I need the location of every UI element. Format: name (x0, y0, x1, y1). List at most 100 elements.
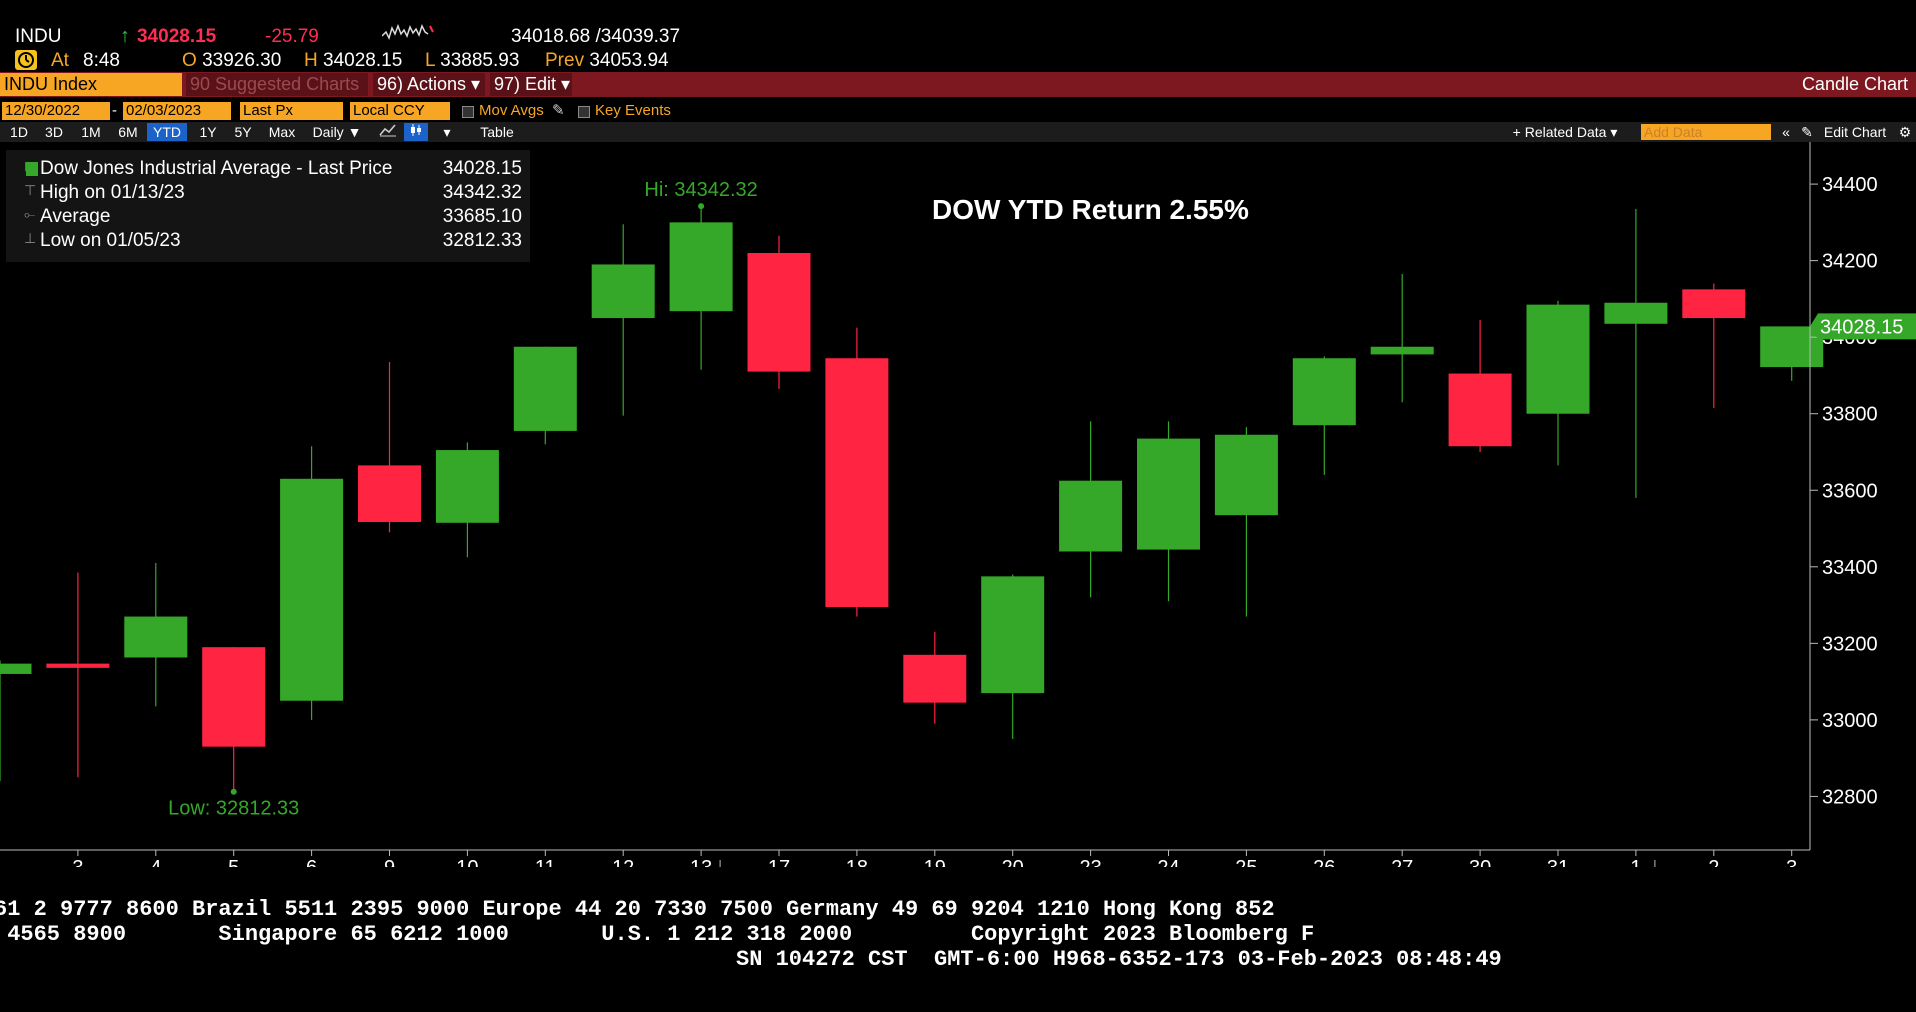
collapse-icon[interactable]: « (1782, 124, 1790, 140)
candle-chart-icon[interactable] (404, 123, 428, 141)
candle (1059, 421, 1123, 598)
chart-title: DOW YTD Return 2.55% (932, 194, 1249, 225)
frequency-select[interactable]: Daily ▼ (312, 124, 362, 140)
sparkline-icon (381, 22, 434, 50)
related-data-button[interactable]: + Related Data ▾ (1512, 124, 1618, 140)
x-tick-label: 1 (1630, 857, 1641, 867)
candle (669, 206, 733, 370)
candle-body (1137, 438, 1200, 550)
candle (1760, 326, 1824, 381)
candle-body (747, 252, 811, 372)
candle-body (1682, 289, 1746, 319)
suggested-charts-button[interactable]: 90 Suggested Charts (186, 73, 368, 96)
candle (202, 647, 266, 792)
candle-body (903, 654, 967, 703)
period-1d[interactable]: 1D (10, 124, 28, 140)
average-marker-icon: ⟜ (24, 206, 36, 222)
edit-chart-pencil-icon[interactable]: ✎ (1801, 124, 1813, 140)
x-tick-label: 2 (1708, 857, 1719, 867)
settings-gear-icon[interactable]: ⚙ (1898, 124, 1912, 140)
period-1m[interactable]: 1M (81, 124, 101, 140)
period-3d[interactable]: 3D (45, 124, 63, 140)
x-tick-label: 4 (150, 857, 161, 867)
candle-body (202, 647, 266, 747)
legend-row-low: ⊥ Low on 01/05/23 32812.33 (6, 230, 530, 254)
up-arrow-icon: ↑ (120, 25, 130, 47)
candle (513, 346, 577, 445)
key-events-label: Key Events (595, 102, 671, 119)
candle-body (1448, 373, 1512, 447)
candle-body (1604, 302, 1668, 324)
candle-body (1059, 480, 1123, 552)
mov-avgs-label: Mov Avgs (479, 102, 544, 119)
x-tick-label: 3 (1786, 857, 1797, 867)
pencil-icon[interactable]: ✎ (552, 102, 565, 119)
legend-series-value: 34028.15 (442, 158, 522, 179)
date-separator: - (112, 102, 117, 119)
clock-icon[interactable] (15, 50, 37, 70)
candle-body (981, 576, 1045, 694)
edit-chart-button[interactable]: Edit Chart (1823, 124, 1887, 140)
candle (46, 572, 110, 778)
low-label: L (425, 50, 435, 71)
high-marker-icon: ⊤ (24, 182, 37, 198)
period-1y[interactable]: 1Y (199, 124, 217, 140)
footer-line-3: SN 104272 CST GMT-6:00 H968-6352-173 03-… (736, 947, 1502, 972)
net-change: -25.79 (265, 26, 319, 47)
period-max[interactable]: Max (268, 124, 296, 140)
actions-menu[interactable]: 96) Actions ▾ (373, 73, 485, 96)
last-price-tag (1810, 313, 1916, 340)
start-date-field[interactable]: 12/30/2022 (2, 102, 110, 120)
mov-avgs-checkbox[interactable] (462, 106, 474, 118)
low-field: L 33885.93 (425, 50, 519, 72)
edit-menu[interactable]: 97) Edit ▾ (490, 73, 572, 96)
currency-select[interactable]: Local CCY (350, 102, 450, 120)
x-tick-label: 27 (1391, 857, 1413, 867)
candle-body (358, 465, 421, 523)
candle (0, 660, 32, 782)
candle-body (1526, 304, 1590, 414)
candle (981, 574, 1045, 740)
candle (747, 235, 811, 389)
x-tick-label: 6 (306, 857, 317, 867)
chart-type-dropdown-icon[interactable]: ▾ (443, 124, 451, 140)
prev-field: Prev 34053.94 (545, 50, 669, 72)
y-tick-label: 33800 (1822, 404, 1878, 426)
low-marker-icon: ⊥ (24, 230, 37, 246)
candle (1292, 356, 1356, 475)
last-price-tag-label: 34028.15 (1820, 316, 1903, 338)
table-button[interactable]: Table (480, 124, 514, 140)
add-data-input[interactable]: Add Data (1641, 124, 1771, 140)
low-marker (230, 788, 237, 795)
candle (1214, 427, 1278, 617)
footer-line-2: 4565 8900 Singapore 65 6212 1000 U.S. 1 … (0, 922, 1315, 947)
x-tick-label: 5 (228, 857, 239, 867)
candle (591, 224, 655, 416)
candle-chart[interactable]: 3280033000332003340033600338003400034200… (0, 142, 1916, 867)
x-tick-label: 24 (1157, 857, 1179, 867)
price-field-select[interactable]: Last Px (240, 102, 343, 120)
legend-high-label: High on 01/13/23 (40, 182, 185, 203)
candle (280, 446, 344, 720)
y-tick-label: 32800 (1822, 786, 1878, 808)
period-6m[interactable]: 6M (118, 124, 138, 140)
line-chart-icon[interactable] (374, 123, 402, 141)
legend-high-value: 34342.32 (442, 182, 522, 203)
period-5y[interactable]: 5Y (234, 124, 252, 140)
candle-body (280, 478, 344, 701)
security-field[interactable]: INDU Index (0, 73, 182, 96)
x-tick-label: 19 (924, 857, 946, 867)
candle (124, 562, 188, 707)
hi-annotation: Hi: 34342.32 (644, 179, 757, 201)
legend-series-name: Dow Jones Industrial Average - Last Pric… (40, 158, 393, 179)
candle (903, 631, 967, 724)
legend-average-value: 33685.10 (442, 206, 522, 227)
legend-low-label: Low on 01/05/23 (40, 230, 181, 251)
last-price: 34028.15 (137, 26, 217, 47)
end-date-field[interactable]: 02/03/2023 (123, 102, 231, 120)
series-swatch (26, 162, 38, 176)
footer-line-1: 61 2 9777 8600 Brazil 5511 2395 9000 Eur… (0, 897, 1275, 922)
period-ytd[interactable]: YTD (147, 123, 187, 141)
key-events-checkbox[interactable] (578, 106, 590, 118)
candle-body (1760, 326, 1824, 368)
